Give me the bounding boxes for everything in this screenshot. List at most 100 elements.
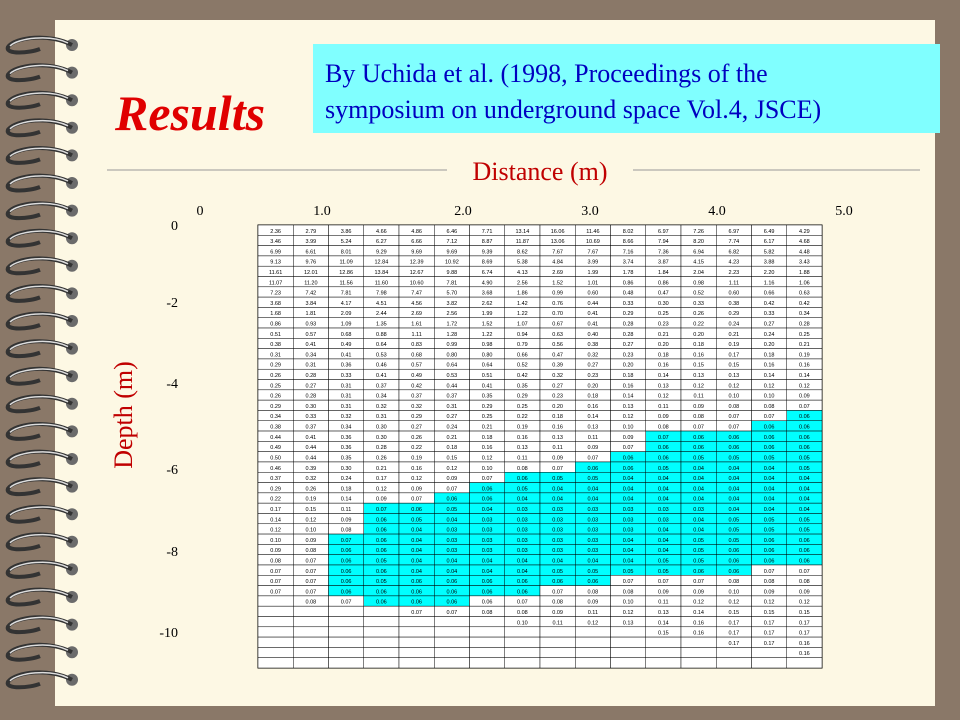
cell: 9.29 — [376, 249, 387, 255]
cell: 0.07 — [623, 579, 634, 585]
cell: 0.07 — [306, 589, 317, 595]
cell-bg — [363, 657, 400, 669]
cell: 1.11 — [729, 280, 739, 286]
cell: 5.70 — [447, 291, 458, 297]
cell-bg — [575, 626, 611, 638]
cell: 0.29 — [482, 404, 493, 410]
cell: 0.29 — [517, 394, 528, 400]
cell: 8.69 — [482, 260, 493, 266]
cell: 0.07 — [411, 610, 422, 616]
cell: 0.26 — [376, 455, 387, 461]
cell: 2.20 — [764, 270, 775, 276]
cell: 12.86 — [339, 270, 353, 276]
cell: 0.07 — [447, 610, 458, 616]
cell: 0.05 — [411, 517, 422, 523]
cell: 7.36 — [658, 249, 669, 255]
cell: 0.37 — [270, 476, 281, 482]
cell: 0.41 — [306, 435, 317, 441]
caption-box — [313, 44, 940, 133]
cell: 6.97 — [658, 229, 669, 235]
cell: 0.12 — [729, 383, 740, 389]
cell: 0.41 — [482, 383, 493, 389]
cell: 0.05 — [799, 517, 810, 523]
cell: 0.11 — [588, 435, 598, 441]
cell: 0.04 — [482, 569, 493, 575]
cell: 2.44 — [376, 311, 387, 317]
cell: 0.06 — [799, 558, 810, 564]
cell: 0.28 — [306, 394, 317, 400]
cell: 0.05 — [658, 466, 669, 472]
cell: 0.79 — [517, 342, 528, 348]
cell: 0.29 — [270, 486, 281, 492]
y-label: -4 — [166, 377, 178, 392]
cell: 11.60 — [375, 280, 388, 286]
cell: 0.21 — [447, 435, 458, 441]
cell: 0.41 — [588, 311, 599, 317]
cell: 1.84 — [658, 270, 669, 276]
cell: 0.33 — [306, 414, 317, 420]
cell: 0.18 — [482, 435, 493, 441]
cell: 2.56 — [447, 311, 458, 317]
cell: 0.39 — [552, 363, 563, 369]
cell-bg — [716, 657, 752, 669]
cell: 0.04 — [658, 538, 669, 544]
cell: 0.03 — [623, 517, 634, 523]
cell: 0.70 — [552, 311, 563, 317]
cell: 8.66 — [623, 239, 634, 245]
ring-shine — [9, 202, 69, 213]
cell: 0.09 — [799, 589, 810, 595]
cell: 0.06 — [376, 600, 387, 606]
cell-bg — [293, 647, 329, 658]
cell: 0.26 — [270, 394, 281, 400]
cell: 0.27 — [306, 383, 317, 389]
cell: 0.04 — [411, 548, 422, 554]
cell: 0.05 — [588, 569, 599, 575]
cell: 1.86 — [517, 291, 528, 297]
cell: 0.33 — [693, 301, 704, 307]
cell: 0.04 — [623, 548, 634, 554]
cell: 6.17 — [764, 239, 775, 245]
cell: 0.06 — [376, 517, 387, 523]
cell: 12.01 — [304, 270, 318, 276]
cell: 0.06 — [447, 589, 458, 595]
cell: 0.04 — [658, 548, 669, 554]
cell-bg — [716, 647, 752, 658]
cell: 0.34 — [341, 425, 352, 431]
cell: 0.06 — [623, 455, 634, 461]
cell: 1.99 — [482, 311, 493, 317]
cell: 0.10 — [729, 589, 740, 595]
ring-shine — [9, 671, 69, 682]
cell: 0.10 — [623, 425, 634, 431]
cell: 0.38 — [729, 301, 740, 307]
cell-bg — [645, 657, 682, 669]
cell: 0.03 — [623, 528, 634, 534]
cell: 0.11 — [658, 404, 668, 410]
cell: 0.06 — [411, 600, 422, 606]
cell-bg — [539, 626, 576, 638]
cell: 0.04 — [588, 558, 599, 564]
cell: 0.03 — [482, 517, 493, 523]
cell: 0.06 — [376, 548, 387, 554]
cell: 0.04 — [764, 466, 775, 472]
cell: 0.32 — [341, 414, 352, 420]
cell: 0.41 — [341, 352, 352, 358]
cell: 0.11 — [341, 507, 351, 513]
cell: 0.07 — [552, 589, 563, 595]
cell: 0.52 — [517, 363, 528, 369]
cell: 0.04 — [693, 517, 704, 523]
cell: 0.32 — [588, 352, 599, 358]
cell: 0.67 — [552, 322, 563, 328]
cell: 0.06 — [799, 538, 810, 544]
cell: 0.03 — [552, 517, 563, 523]
cell: 0.03 — [693, 507, 704, 513]
cell: 0.05 — [729, 538, 740, 544]
cell: 0.18 — [447, 445, 458, 451]
cell: 0.05 — [588, 476, 599, 482]
cell: 13.84 — [374, 270, 388, 276]
cell-bg — [398, 616, 435, 628]
ring-shine — [9, 257, 69, 268]
cell: 3.84 — [306, 301, 317, 307]
cell: 9.13 — [270, 260, 281, 266]
ring-shine — [9, 147, 69, 157]
